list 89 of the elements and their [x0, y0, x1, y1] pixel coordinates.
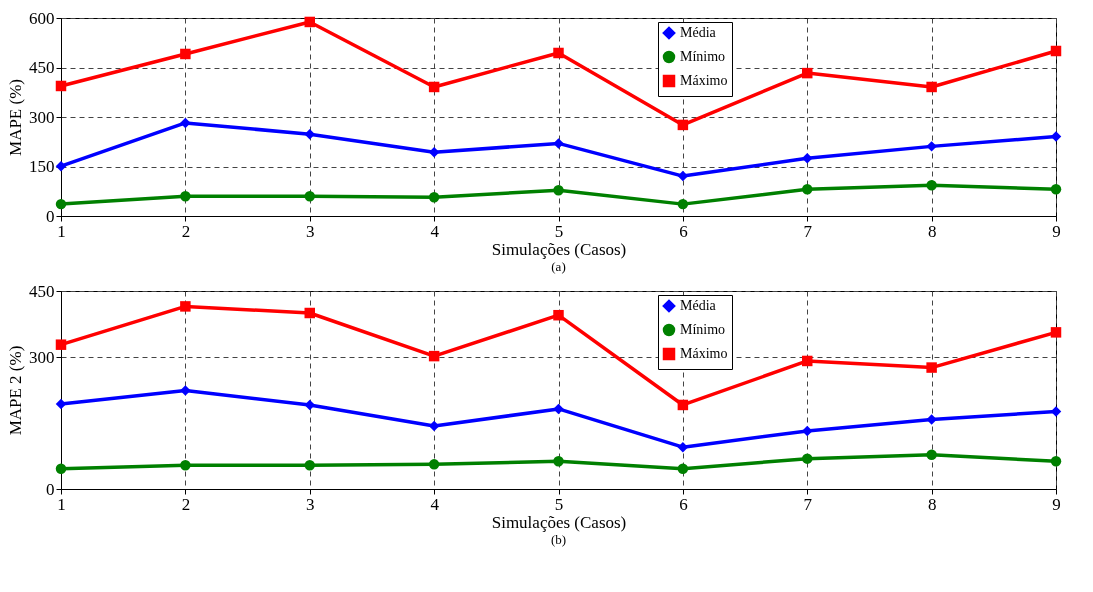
point: [1050, 456, 1062, 467]
legend-label: Média: [680, 25, 717, 40]
point: [677, 198, 689, 210]
point: [180, 460, 191, 471]
point: [802, 453, 813, 464]
point: [1050, 327, 1062, 338]
y-axis-title: MAPE (%): [6, 79, 25, 156]
y-tick-label: 0: [46, 479, 55, 499]
point: [553, 309, 564, 321]
point: [926, 141, 937, 152]
point: [180, 48, 191, 60]
x-tick-label: 5: [554, 494, 564, 514]
y-tick-label: 0: [46, 206, 55, 226]
point: [802, 425, 813, 437]
point: [55, 80, 67, 92]
legend-label: Mínimo: [680, 322, 726, 337]
point: [553, 138, 564, 149]
x-tick-label: 7: [803, 221, 813, 241]
x-tick-label: 3: [306, 494, 315, 514]
point: [304, 399, 315, 411]
point: [553, 47, 564, 59]
legend-label: Mínimo: [680, 49, 726, 64]
x-tick-label: 8: [927, 221, 937, 241]
y-tick-label: 300: [29, 107, 55, 127]
y-tick-label: 150: [29, 157, 55, 176]
point: [553, 185, 564, 196]
y-tick-label: 300: [29, 347, 55, 367]
point: [926, 180, 937, 191]
point: [677, 463, 689, 474]
x-tick-label: 1: [57, 494, 66, 514]
point: [55, 198, 67, 210]
text: (a): [551, 259, 566, 274]
point: [1050, 184, 1062, 195]
point: [428, 147, 440, 158]
point: [428, 81, 440, 93]
point: [304, 307, 315, 319]
x-tick-label: 9: [1052, 494, 1061, 514]
y-axis-title: MAPE 2 (%): [6, 345, 25, 436]
x-tick-label: 6: [679, 494, 688, 514]
point: [677, 119, 689, 131]
point: [180, 385, 191, 396]
point: [55, 339, 67, 350]
point: [802, 355, 813, 367]
x-axis-title: Simulações (Casos): [491, 239, 627, 259]
point: [802, 153, 813, 164]
point: [926, 362, 937, 373]
point: [55, 463, 67, 474]
point: [926, 449, 937, 460]
point: [180, 190, 191, 202]
point: [304, 16, 315, 28]
point: [1050, 131, 1062, 142]
y-tick-label: 600: [29, 8, 55, 28]
point: [304, 128, 315, 140]
x-tick-label: 5: [554, 221, 564, 241]
x-tick-label: 1: [57, 221, 66, 241]
point: [428, 350, 440, 362]
point: [926, 414, 937, 425]
point: [677, 441, 689, 453]
point: [55, 398, 67, 410]
point: [802, 67, 813, 79]
point: [304, 460, 315, 471]
point: [428, 191, 440, 203]
point: [304, 190, 315, 202]
point: [553, 403, 564, 415]
point: [677, 399, 689, 411]
x-tick-label: 4: [430, 221, 440, 241]
point: [802, 184, 813, 195]
x-tick-label: 4: [430, 494, 440, 514]
y-tick-label: 450: [29, 58, 55, 77]
legend-label: Máximo: [680, 346, 728, 361]
point: [428, 459, 440, 470]
x-tick-label: 2: [181, 221, 191, 241]
point: [1050, 45, 1062, 57]
point: [180, 117, 191, 129]
x-tick-label: 7: [803, 494, 813, 514]
x-tick-label: 2: [181, 494, 191, 514]
legend-label: Máximo: [680, 73, 728, 88]
text: (b): [550, 532, 567, 547]
y-tick-label: 450: [29, 281, 55, 301]
point: [55, 160, 67, 172]
x-tick-label: 3: [306, 221, 315, 241]
x-tick-label: 8: [927, 494, 937, 514]
legend-label: Média: [680, 298, 717, 313]
point: [180, 301, 191, 312]
x-tick-label: 9: [1052, 221, 1061, 241]
point: [926, 81, 937, 93]
x-axis-title: Simulações (Casos): [491, 512, 627, 532]
point: [553, 456, 564, 467]
x-tick-label: 6: [679, 221, 688, 241]
